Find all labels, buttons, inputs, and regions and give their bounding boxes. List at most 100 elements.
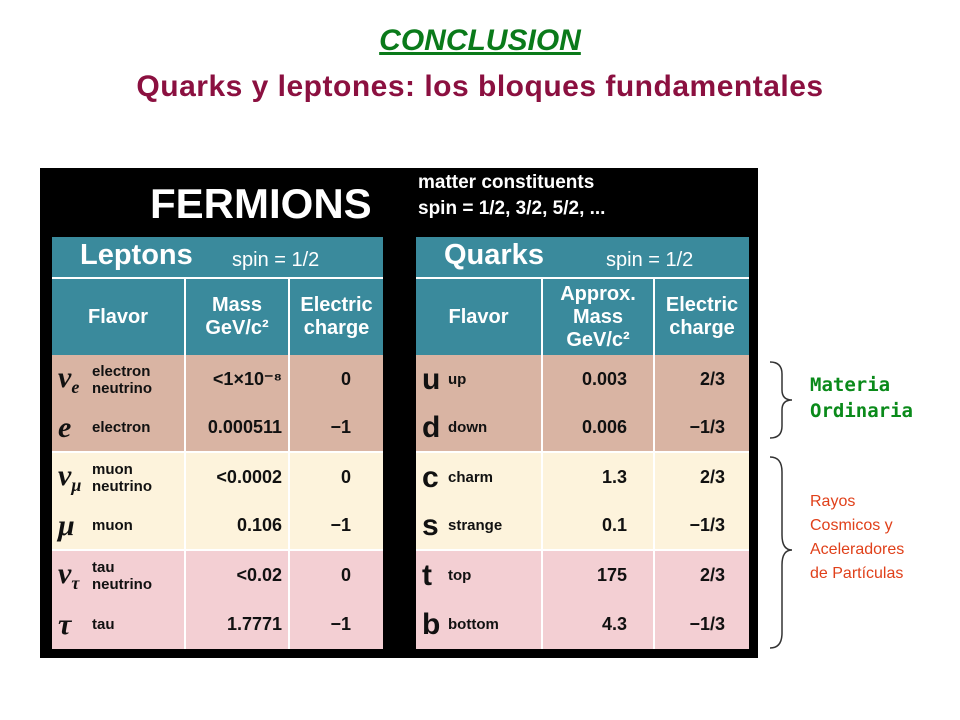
table-row: t top 175 2/3 [416, 551, 749, 600]
charge-cell: 2/3 [699, 369, 725, 389]
column-header-line: charge [303, 317, 370, 339]
table-row: u up 0.003 2/3 [416, 355, 749, 404]
particle-name: bottom [448, 616, 499, 633]
column-header-line: GeV/c² [566, 328, 630, 351]
mass-cell: <0.02 [186, 551, 290, 600]
charge-cell: 2/3 [699, 467, 725, 487]
side-label-line: Aceleradores [810, 541, 905, 558]
table-title-band: Quarks spin = 1/2 [416, 237, 749, 279]
charge-cell: −1/3 [689, 417, 725, 437]
column-header: Flavor [52, 279, 186, 355]
charge-cell: −1/3 [689, 614, 725, 634]
table: Quarks spin = 1/2 Flavor Approx. Mass GeV/c² E… [416, 237, 749, 649]
particle-symbol: νμ [58, 459, 82, 495]
particle-symbol: t [422, 558, 432, 592]
particle-name: strange [448, 517, 503, 534]
braces [769, 361, 793, 649]
fermions-panel: FERMIONS matter constituents spin = 1/2, … [40, 168, 758, 658]
flavor-cell: e electron [52, 404, 186, 451]
particle-name: electron neutrino [92, 362, 152, 397]
flavor-cell: τ tau [52, 600, 186, 649]
mass-cell: 175 [543, 551, 655, 600]
particle-subscript: e [71, 377, 80, 397]
particle-name: muon [92, 517, 133, 534]
mass-cell: 0.006 [543, 404, 655, 451]
particle-symbol: u [422, 362, 441, 396]
table-row: μ muon 0.106 −1 [52, 502, 383, 551]
particle-name: down [448, 419, 488, 436]
charge-cell: 2/3 [699, 565, 725, 585]
fermions-note: spin = 1/2, 3/2, 5/2, ... [418, 198, 606, 219]
column-header-line: Flavor [87, 305, 149, 328]
side-label-line: Rayos [810, 493, 856, 510]
mass-cell: 0.106 [186, 502, 290, 549]
particle-name: charm [448, 469, 494, 486]
particle-subscript: μ [71, 475, 82, 495]
flavor-cell: d down [416, 404, 543, 451]
mass-cell: 1.7771 [186, 600, 290, 649]
table-body: νe electron neutrino <1×10⁻⁸ 0 e electron 0.00… [52, 355, 383, 649]
side-label: Rayos Cosmicos y Aceleradores de Partículas [810, 490, 904, 586]
column-header-line: GeV/c² [205, 317, 269, 339]
column-header-line: Electric [665, 294, 739, 316]
brace [769, 361, 793, 439]
charge-cell: −1 [330, 515, 351, 535]
column-header: Approx. Mass GeV/c² [543, 279, 655, 355]
column-header-line: Electric [300, 294, 373, 316]
mass-cell: 0.1 [543, 502, 655, 549]
side-label-line: de Partículas [810, 565, 904, 582]
particle-name: tau neutrino [92, 558, 152, 593]
flavor-cell: μ muon [52, 502, 186, 549]
mass-cell: 0.000511 [186, 404, 290, 451]
side-label-line: Cosmicos y [810, 517, 893, 534]
flavor-cell: ντ tau neutrino [52, 551, 186, 600]
flavor-cell: νμ muon neutrino [52, 453, 186, 502]
table-spin: spin = 1/2 [606, 249, 694, 271]
flavor-cell: u up [416, 355, 543, 404]
particle-symbol: e [58, 410, 72, 444]
mass-cell: 1.3 [543, 453, 655, 502]
fermions-note: matter constituents [418, 172, 595, 193]
table-row: c charm 1.3 2/3 [416, 453, 749, 502]
title: CONCLUSION [379, 24, 581, 57]
particle-symbol: νe [58, 361, 80, 397]
column-header-line: Mass [572, 305, 624, 328]
table-title-band: Leptons spin = 1/2 [52, 237, 383, 279]
particle-name: tau [92, 616, 115, 633]
mass-cell: 0.003 [543, 355, 655, 404]
flavor-cell: b bottom [416, 600, 543, 649]
charge-cell: −1 [330, 614, 351, 634]
particle-symbol: μ [58, 508, 75, 542]
fermions-title: FERMIONS [150, 180, 372, 227]
flavor-cell: t top [416, 551, 543, 600]
table: Leptons spin = 1/2 Flavor Mass GeV/c² Electri… [52, 237, 383, 649]
charge-cell: −1/3 [689, 515, 725, 535]
table-row: d down 0.006 −1/3 [416, 404, 749, 453]
column-header: Mass GeV/c² [186, 279, 290, 355]
flavor-cell: νe electron neutrino [52, 355, 186, 404]
particle-name: up [448, 371, 467, 388]
flavor-cell: c charm [416, 453, 543, 502]
charge-cell: 0 [340, 369, 351, 389]
particle-symbol: τ [58, 607, 72, 641]
particle-name: muon neutrino [92, 460, 152, 495]
table-spin: spin = 1/2 [232, 249, 320, 271]
table-title: Quarks [444, 239, 544, 271]
side-label-line: Materia [810, 374, 891, 396]
mass-cell: <0.0002 [186, 453, 290, 502]
column-header-line: charge [669, 317, 735, 339]
brace [769, 456, 793, 649]
mass-cell: <1×10⁻⁸ [186, 355, 290, 404]
particle-name: electron [92, 419, 151, 436]
table-row: τ tau 1.7771 −1 [52, 600, 383, 649]
column-header: Electric charge [290, 279, 383, 355]
table-row: s strange 0.1 −1/3 [416, 502, 749, 551]
table-row: νe electron neutrino <1×10⁻⁸ 0 [52, 355, 383, 404]
charge-cell: 0 [340, 467, 351, 487]
flavor-cell: s strange [416, 502, 543, 549]
side-label-line: Ordinaria [810, 400, 913, 422]
table-title: Leptons [80, 239, 193, 271]
table-row: b bottom 4.3 −1/3 [416, 600, 749, 649]
column-header: Electric charge [655, 279, 749, 355]
